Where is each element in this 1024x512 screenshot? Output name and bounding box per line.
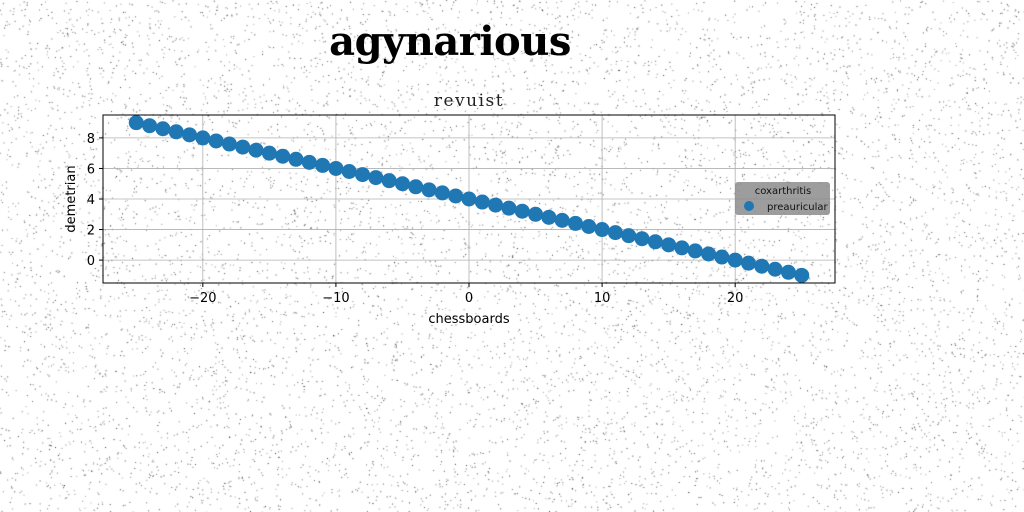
- data-point: [661, 237, 677, 253]
- x-axis-label: chessboards: [428, 312, 509, 327]
- legend-title: coxarthritis: [755, 186, 812, 197]
- data-point: [714, 249, 730, 265]
- legend-marker: [744, 201, 754, 211]
- data-point: [581, 218, 597, 234]
- axis-ticks: −20 −10 0 10 20 0 2 4 6 8: [87, 132, 744, 306]
- data-point: [448, 188, 464, 204]
- data-point: [368, 170, 384, 186]
- data-point: [740, 255, 756, 271]
- data-point: [514, 203, 530, 219]
- data-point: [421, 182, 437, 198]
- data-point: [488, 197, 504, 213]
- data-point: [528, 206, 544, 222]
- data-point: [142, 118, 158, 134]
- data-point: [501, 200, 517, 216]
- legend: coxarthritis preauricular: [735, 182, 830, 215]
- x-tick-label: −20: [189, 291, 216, 306]
- chart-title: revuist: [434, 91, 504, 111]
- data-point: [461, 191, 477, 207]
- legend-label: preauricular: [767, 202, 828, 213]
- data-point: [727, 252, 743, 268]
- data-point: [208, 133, 224, 149]
- data-point: [261, 145, 277, 161]
- data-point: [474, 194, 490, 210]
- data-point: [554, 212, 570, 228]
- data-point: [434, 185, 450, 201]
- data-point: [221, 136, 237, 152]
- y-tick-label: 6: [87, 162, 95, 177]
- data-point: [634, 231, 650, 247]
- x-tick-label: 10: [594, 291, 611, 306]
- page-title: agynarious: [329, 18, 571, 65]
- data-point: [195, 130, 211, 146]
- data-point: [275, 148, 291, 164]
- y-tick-label: 8: [87, 132, 95, 147]
- data-point: [780, 264, 796, 280]
- data-point: [341, 164, 357, 180]
- data-point: [355, 167, 371, 183]
- y-tick-label: 0: [87, 254, 95, 269]
- data-point: [394, 176, 410, 192]
- data-point: [408, 179, 424, 195]
- y-tick-label: 2: [87, 224, 95, 239]
- data-point: [301, 154, 317, 170]
- data-point: [315, 157, 331, 173]
- data-point: [182, 127, 198, 143]
- x-tick-label: 0: [465, 291, 473, 306]
- x-tick-label: 20: [727, 291, 744, 306]
- data-point: [381, 173, 397, 189]
- data-point: [621, 228, 637, 244]
- data-point: [235, 139, 251, 155]
- data-point: [155, 121, 171, 137]
- data-point: [607, 225, 623, 241]
- data-point: [288, 151, 304, 167]
- data-point: [701, 246, 717, 262]
- data-point: [168, 124, 184, 140]
- data-point: [128, 115, 144, 131]
- data-point: [794, 267, 810, 283]
- data-points: [128, 115, 810, 283]
- data-point: [674, 240, 690, 256]
- y-tick-label: 4: [87, 193, 95, 208]
- data-point: [767, 261, 783, 277]
- data-point: [754, 258, 770, 274]
- legend-box: [735, 182, 830, 215]
- data-point: [541, 209, 557, 225]
- data-point: [687, 243, 703, 259]
- data-point: [328, 160, 344, 176]
- y-axis-label: demetrian: [64, 165, 79, 232]
- data-point: [567, 215, 583, 231]
- x-tick-label: −10: [322, 291, 349, 306]
- data-point: [594, 222, 610, 238]
- data-point: [647, 234, 663, 250]
- data-point: [248, 142, 264, 158]
